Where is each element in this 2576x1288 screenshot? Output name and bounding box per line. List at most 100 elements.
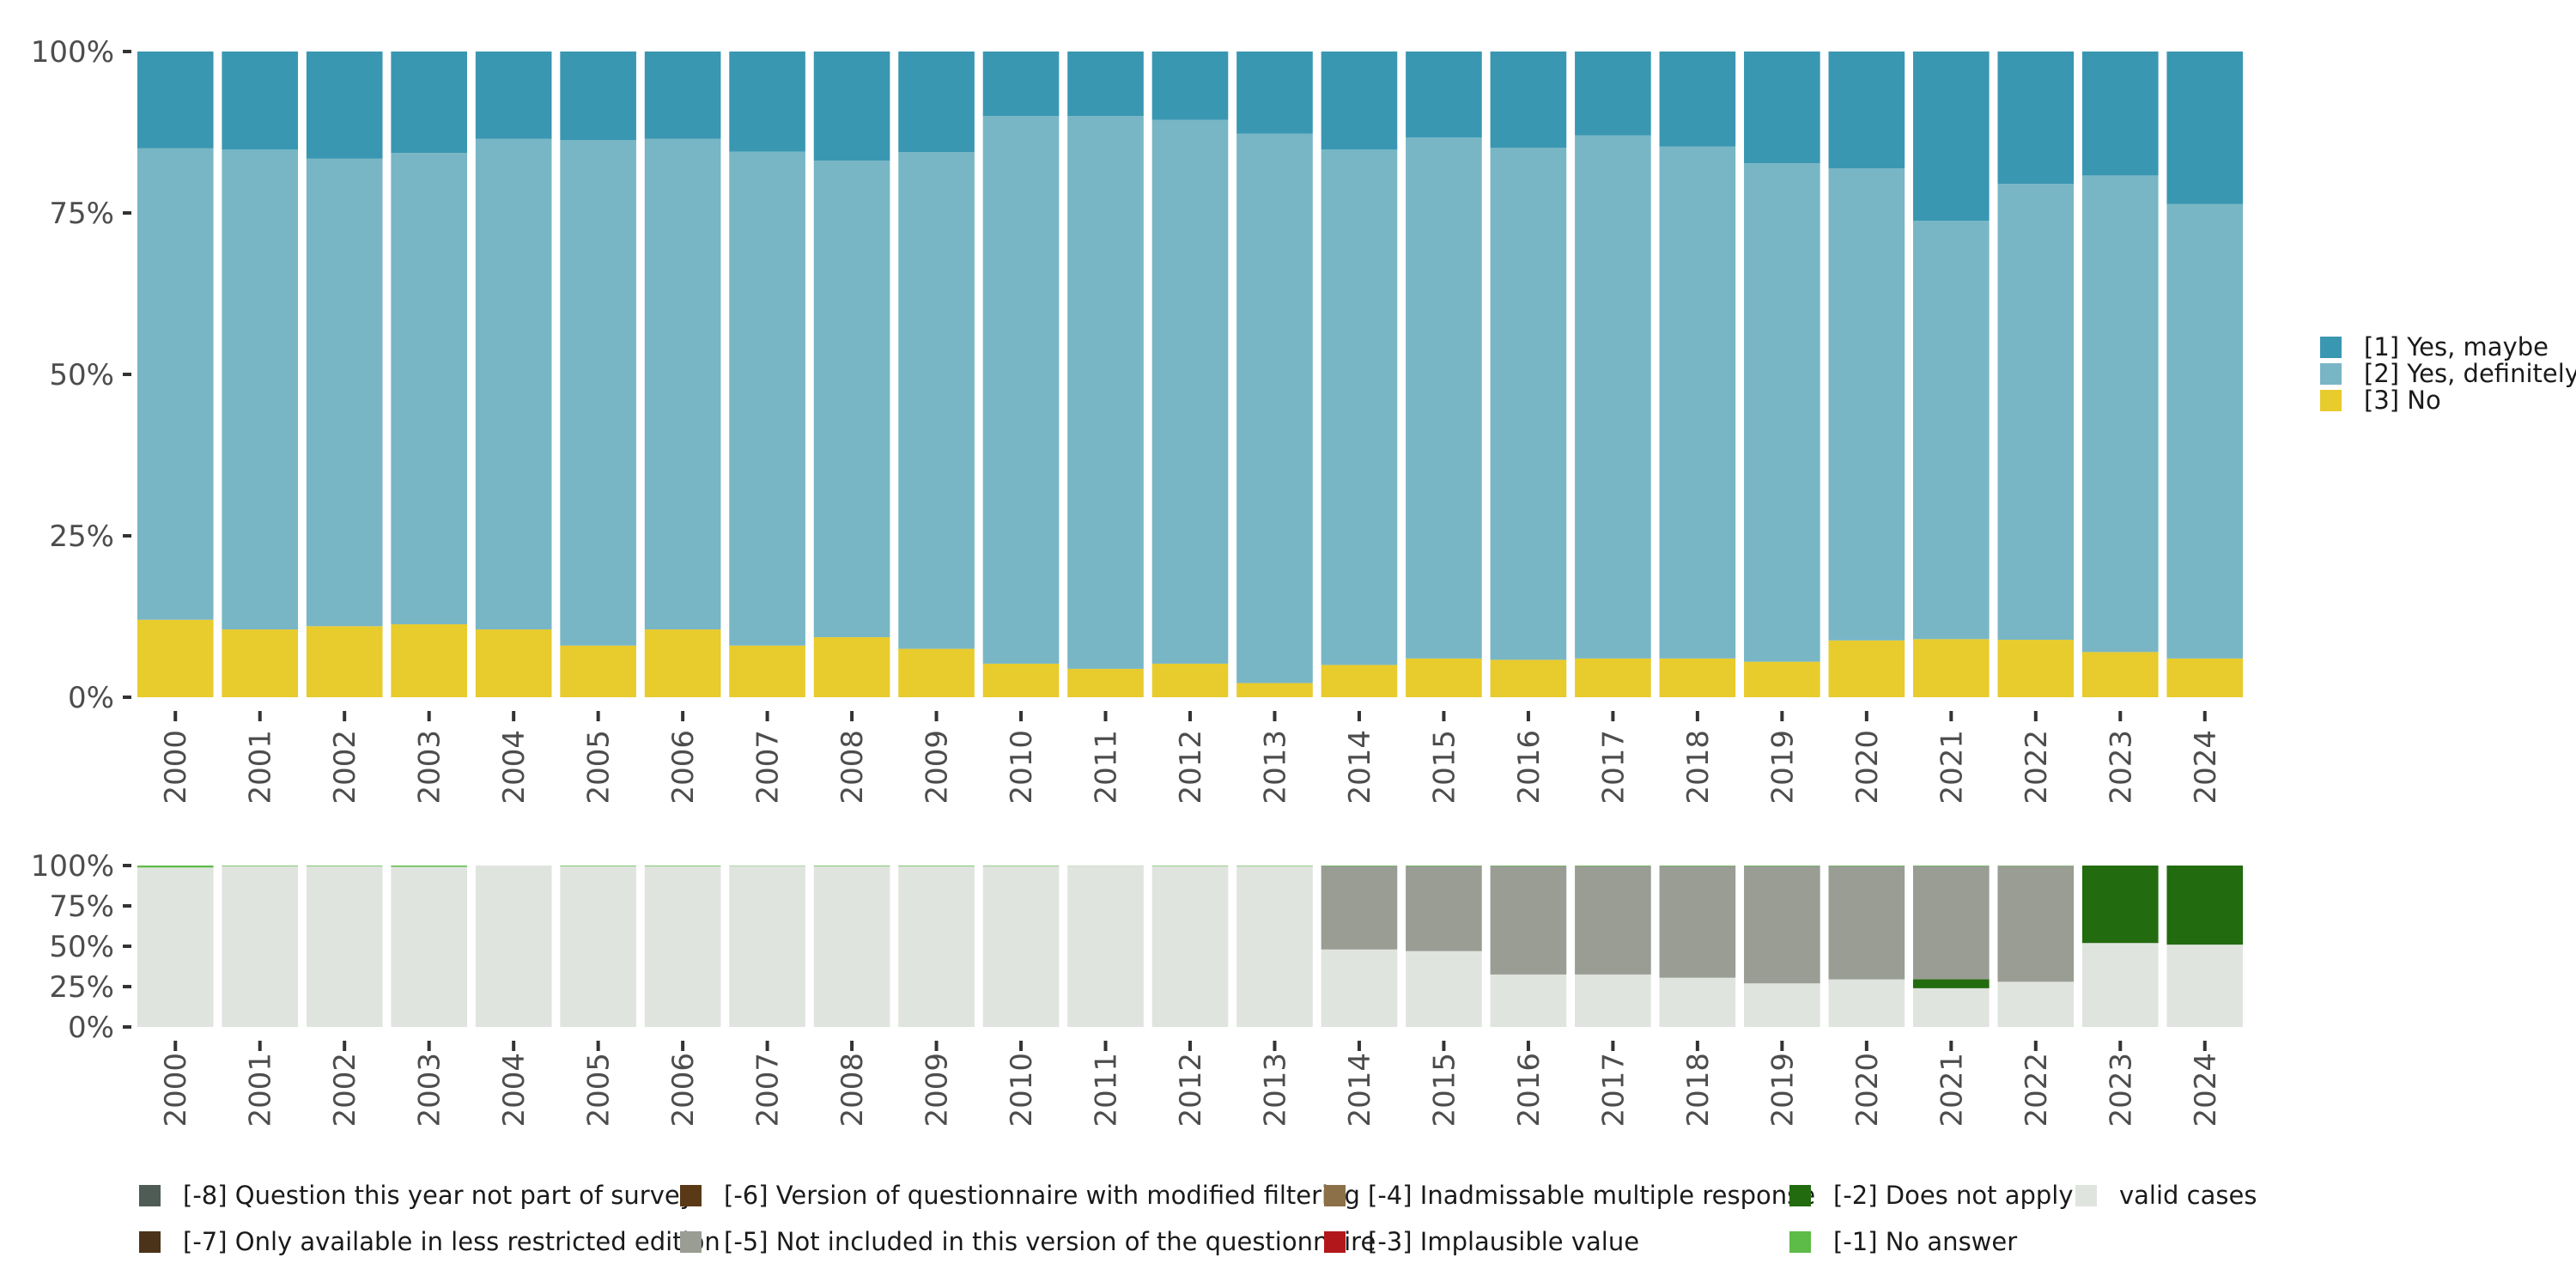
bar-segment-2001-s1	[222, 149, 299, 630]
y-tick-label: 100%	[31, 35, 114, 70]
x-tick-label: 2011	[1090, 1053, 1124, 1127]
bar-segment-2018-s0	[1659, 977, 1736, 1027]
bar-segment-2022-s2	[1997, 866, 2075, 982]
x-tick-label: 2006	[666, 1053, 701, 1127]
bar-segment-2015-s0	[1406, 951, 1482, 1027]
bar-segment-2010-s0	[982, 866, 1060, 1027]
x-tick-label: 2013	[1258, 1053, 1292, 1127]
bar-segment-2023-s1	[2081, 866, 2159, 944]
y-tick-label: 0%	[68, 1011, 114, 1045]
legend-label: valid cases	[2119, 1181, 2257, 1210]
bar-segment-2008-s2	[813, 52, 890, 161]
bar-segment-2013-s2	[1236, 52, 1313, 134]
bar-segment-2006-s2	[644, 52, 721, 139]
bar-segment-2023-s0	[2081, 943, 2159, 1027]
bar-segment-2021-s0	[1913, 639, 1990, 697]
bar-segment-2020-s0	[1828, 979, 1905, 1027]
bar-segment-2016-s0	[1490, 659, 1567, 697]
legend-swatch	[139, 1185, 161, 1206]
y-tick-label: 25%	[49, 519, 114, 554]
bar-segment-2003-s2	[391, 52, 467, 154]
x-tick-label: 2012	[1174, 730, 1208, 805]
x-tick-label: 2009	[920, 1053, 955, 1127]
bar-segment-2000-s2	[137, 52, 214, 149]
bar-segment-2009-s1	[898, 152, 975, 649]
x-tick-label: 2020	[1850, 1053, 1885, 1127]
x-tick-label: 2016	[1512, 1053, 1546, 1127]
x-tick-label: 2015	[1427, 730, 1461, 805]
x-tick-label: 2010	[1005, 730, 1039, 805]
x-tick-label: 2003	[413, 1053, 447, 1127]
bar-segment-2001-s2	[222, 52, 299, 150]
bar-segment-2018-s2	[1659, 52, 1736, 147]
bar-segment-2020-s0	[1828, 640, 1905, 697]
bar-segment-2010-s1	[982, 116, 1060, 664]
bar-segment-2016-s1	[1490, 148, 1567, 660]
y-tick-label: 100%	[31, 849, 114, 884]
x-tick-label: 2009	[920, 730, 955, 805]
x-tick-label: 2007	[751, 1053, 786, 1127]
bar-segment-2014-s2	[1321, 52, 1398, 150]
bar-segment-2006-s1	[644, 138, 721, 630]
bar-segment-2016-s2	[1490, 866, 1567, 975]
x-tick-label: 2000	[159, 1053, 193, 1127]
legend-swatch	[1789, 1185, 1811, 1206]
legend-label: [3] No	[2364, 386, 2441, 415]
bar-segment-2017-s0	[1575, 974, 1651, 1027]
bar-segment-2017-s0	[1575, 658, 1651, 697]
bar-segment-2011-s2	[1067, 52, 1144, 117]
bar-segment-2000-s3	[137, 866, 214, 868]
bar-segment-2005-s2	[560, 52, 636, 141]
bar-segment-2015-s2	[1406, 866, 1482, 951]
bar-segment-2009-s2	[898, 52, 975, 153]
x-tick-label: 2000	[159, 730, 193, 805]
x-tick-label: 2004	[497, 1053, 532, 1127]
bar-segment-2002-s0	[306, 626, 383, 697]
bar-segment-2017-s2	[1575, 52, 1651, 136]
bar-segment-2014-s1	[1321, 149, 1398, 665]
bar-segment-2020-s2	[1828, 52, 1905, 169]
bar-segment-2002-s2	[306, 52, 383, 159]
legend-label: [-8] Question this year not part of surv…	[183, 1181, 695, 1210]
x-tick-label: 2012	[1174, 1053, 1208, 1127]
bar-segment-2011-s0	[1067, 866, 1144, 1027]
legend-swatch	[2320, 390, 2342, 411]
legend-swatch	[2320, 337, 2342, 358]
main-plot: 0% 25% 50% 75% 100% 2000 2001 2002 2003 2004 2005 2…	[31, 35, 2244, 805]
bar-segment-2010-s0	[982, 663, 1060, 697]
bar-segment-2021-s0	[1913, 987, 1990, 1027]
bar-segment-2012-s2	[1151, 52, 1229, 120]
bar-segment-2019-s0	[1744, 983, 1820, 1027]
legend-swatch	[2320, 363, 2342, 385]
bar-segment-2004-s0	[475, 629, 552, 697]
x-tick-label: 2013	[1258, 730, 1292, 805]
x-tick-label: 2006	[666, 730, 701, 805]
x-tick-label: 2002	[328, 730, 362, 805]
legend-swatch	[680, 1231, 702, 1253]
bar-segment-2004-s2	[475, 52, 552, 139]
y-tick-label: 50%	[49, 930, 114, 964]
bar-segment-2012-s1	[1151, 119, 1229, 664]
bar-segment-2015-s1	[1406, 137, 1482, 659]
bar-segment-2024-s0	[2166, 945, 2244, 1027]
bar-segment-2024-s1	[2166, 204, 2244, 659]
bar-segment-2016-s0	[1490, 974, 1567, 1027]
bar-segment-2023-s0	[2081, 652, 2159, 697]
x-tick-label: 2010	[1005, 1053, 1039, 1127]
x-tick-label: 2024	[2189, 1053, 2223, 1127]
x-tick-label: 2017	[1596, 730, 1631, 805]
bar-segment-2000-s0	[137, 867, 214, 1027]
bar-segment-2006-s0	[644, 629, 721, 697]
bar-segment-2015-s2	[1406, 52, 1482, 138]
bar-segment-2021-s2	[1913, 52, 1990, 222]
x-tick-label: 2008	[835, 730, 870, 805]
bar-segment-2003-s3	[391, 866, 467, 867]
bar-segment-2012-s0	[1151, 663, 1229, 697]
bar-segment-2013-s0	[1236, 866, 1313, 1027]
x-tick-label: 2007	[751, 730, 786, 805]
bar-segment-2011-s1	[1067, 116, 1144, 669]
legend-label: [1] Yes, maybe	[2364, 332, 2549, 361]
bar-segment-2012-s0	[1151, 866, 1229, 1027]
legend-swatch	[1324, 1231, 1346, 1253]
y-tick-label: 0%	[68, 681, 114, 715]
